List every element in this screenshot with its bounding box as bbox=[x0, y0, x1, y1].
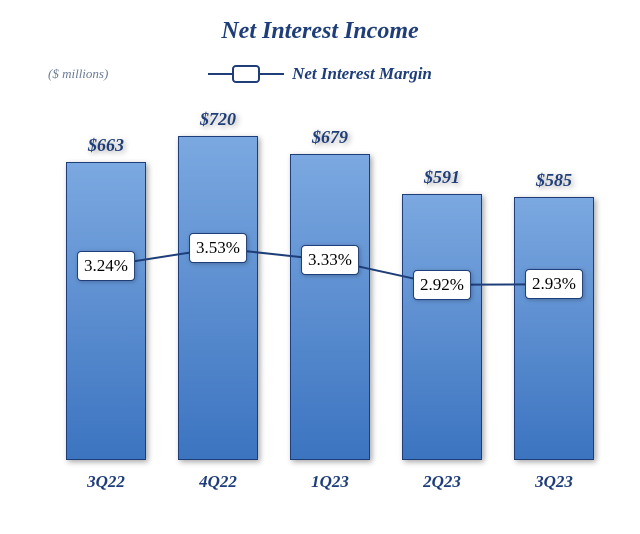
legend-line-right bbox=[260, 73, 284, 75]
line-point-label: 3.24% bbox=[77, 251, 135, 281]
chart-title: Net Interest Income bbox=[0, 18, 640, 45]
legend-marker bbox=[208, 65, 284, 83]
legend: Net Interest Margin bbox=[0, 62, 640, 84]
line-point-label: 2.92% bbox=[413, 270, 471, 300]
line-point-label: 3.53% bbox=[189, 233, 247, 263]
category-label: 2Q23 bbox=[386, 472, 498, 492]
legend-box-icon bbox=[232, 65, 260, 83]
category-label: 1Q23 bbox=[274, 472, 386, 492]
category-label: 4Q22 bbox=[162, 472, 274, 492]
plot-area: $663$720$679$591$585 3Q224Q221Q232Q233Q2… bbox=[0, 100, 640, 500]
chart-container: Net Interest Income ($ millions) Net Int… bbox=[0, 0, 640, 534]
line-point-label: 2.93% bbox=[525, 269, 583, 299]
line-point-label: 3.33% bbox=[301, 245, 359, 275]
category-label: 3Q23 bbox=[498, 472, 610, 492]
legend-line-left bbox=[208, 73, 232, 75]
category-label: 3Q22 bbox=[50, 472, 162, 492]
legend-label: Net Interest Margin bbox=[292, 64, 432, 84]
